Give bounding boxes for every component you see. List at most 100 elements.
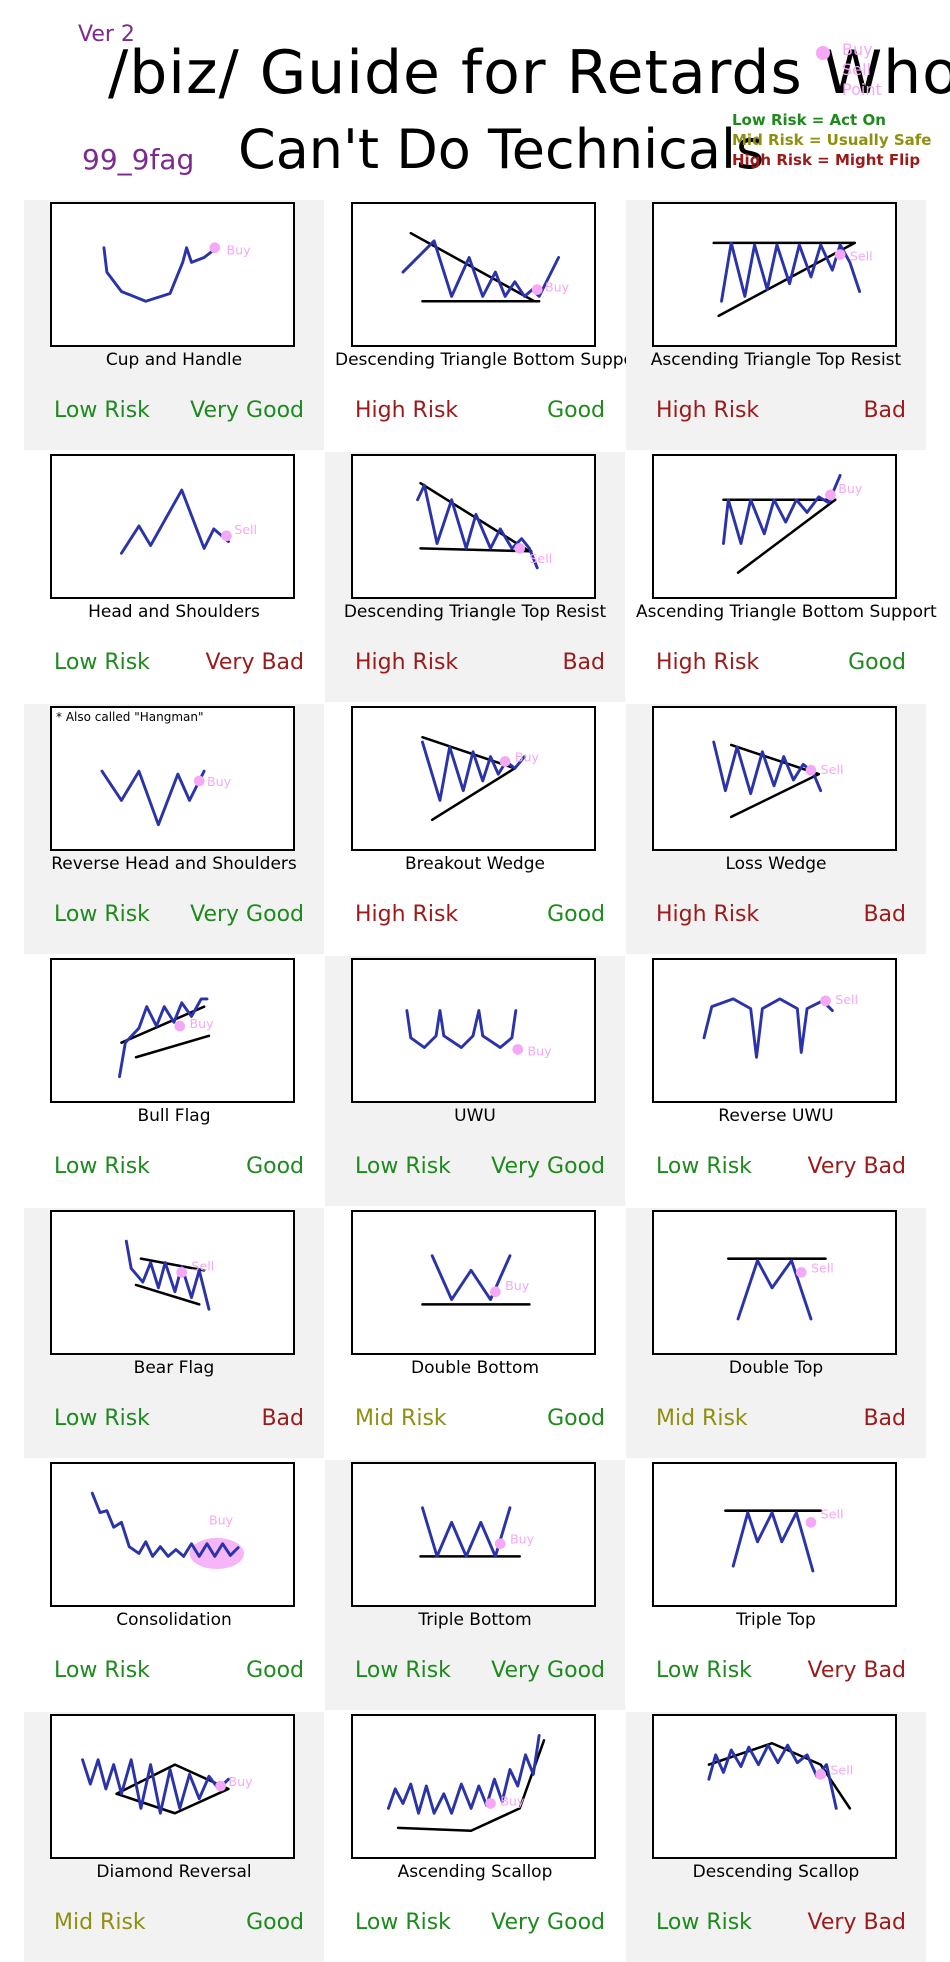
trend-line bbox=[419, 547, 533, 553]
signal-point-marker bbox=[193, 775, 205, 787]
pattern-name: Descending Triangle Bottom Support bbox=[335, 350, 648, 370]
verdict-label: Good bbox=[246, 1910, 304, 1935]
verdict-label: Good bbox=[547, 902, 605, 927]
pattern-card: Buy Descending Triangle Bottom Support Hig… bbox=[325, 200, 648, 450]
signal-label: Sell bbox=[850, 248, 873, 263]
price-line bbox=[702, 997, 834, 1059]
signal-label: Buy bbox=[838, 481, 863, 496]
risk-label: High Risk bbox=[355, 650, 459, 675]
verdict-label: Bad bbox=[863, 902, 906, 927]
pattern-diagram: Buy bbox=[50, 202, 295, 347]
verdict-label: Good bbox=[547, 398, 605, 423]
pattern-card: Buy Double Bottom Mid Risk Good bbox=[325, 1208, 625, 1458]
risk-label: Low Risk bbox=[656, 1658, 752, 1683]
price-line bbox=[119, 488, 230, 555]
risk-label: Low Risk bbox=[355, 1910, 451, 1935]
pattern-name: Consolidation bbox=[116, 1610, 232, 1630]
pattern-chart: Sell bbox=[712, 740, 843, 819]
pattern-card: Sell Loss Wedge High Risk Bad bbox=[626, 704, 926, 954]
pattern-chart: Buy bbox=[419, 1506, 535, 1558]
pattern-chart: Buy bbox=[100, 769, 232, 827]
pattern-row: Sell Head and Shoulders Low Risk Very Bad Se… bbox=[24, 452, 937, 702]
price-line bbox=[386, 1733, 541, 1815]
pattern-chart: Sell bbox=[702, 992, 858, 1059]
signal-point-marker bbox=[815, 1768, 827, 1780]
pattern-diagram: Buy bbox=[50, 1714, 295, 1859]
pattern-card: Sell Head and Shoulders Low Risk Very Bad bbox=[24, 452, 324, 702]
pattern-chart: Sell bbox=[727, 1257, 834, 1321]
pattern-diagram: Sell bbox=[652, 1210, 897, 1355]
pattern-name: Ascending Triangle Top Resist bbox=[650, 350, 902, 370]
price-line bbox=[405, 1009, 518, 1049]
pattern-card: Sell Reverse UWU Low Risk Very Bad bbox=[626, 956, 926, 1206]
signal-point-marker bbox=[512, 1044, 524, 1055]
pattern-diagram: Sell bbox=[50, 454, 295, 599]
version-label: Ver 2 bbox=[78, 22, 135, 47]
price-line bbox=[731, 1511, 815, 1573]
pattern-name: Diamond Reversal bbox=[96, 1862, 252, 1882]
pattern-name: Double Bottom bbox=[411, 1358, 539, 1378]
pattern-name: Triple Top bbox=[736, 1610, 816, 1630]
pattern-diagram: Buy bbox=[351, 1462, 596, 1607]
pattern-diagram: Sell bbox=[652, 706, 897, 851]
signal-point-marker bbox=[499, 756, 511, 767]
signal-label: Sell bbox=[811, 1260, 834, 1275]
risk-legend-high: High Risk = Might Flip bbox=[732, 151, 921, 169]
pattern-name: Double Top bbox=[728, 1358, 824, 1378]
pattern-card: Buy * Also called "Hangman" Reverse Head a… bbox=[24, 704, 324, 954]
pattern-row: Buy Bull Flag Low Risk Good Buy UWU Low Risk Ve… bbox=[24, 956, 926, 1206]
signal-point-marker bbox=[176, 1266, 188, 1278]
pattern-chart: Buy bbox=[420, 735, 539, 822]
pattern-name: Triple Bottom bbox=[418, 1610, 532, 1630]
pattern-chart: Buy bbox=[721, 473, 863, 574]
pattern-diagram: Sell bbox=[652, 202, 897, 347]
risk-label: Low Risk bbox=[54, 398, 150, 423]
trend-line bbox=[115, 1763, 230, 1815]
verdict-label: Very Good bbox=[190, 398, 304, 423]
pattern-card: Buy Consolidation Low Risk Good bbox=[24, 1460, 324, 1710]
verdict-label: Bad bbox=[863, 398, 906, 423]
pattern-chart: Sell bbox=[712, 241, 873, 318]
signal-label: Buy bbox=[228, 1774, 253, 1789]
point-legend-point: Point bbox=[842, 80, 882, 99]
price-line bbox=[420, 1506, 512, 1558]
pattern-diagram: Sell bbox=[50, 1210, 295, 1355]
signal-point-marker bbox=[215, 1780, 226, 1792]
signal-point-marker bbox=[825, 489, 836, 501]
pattern-diagram: Sell bbox=[652, 1714, 897, 1859]
risk-legend-mid: Mid Risk = Usually Safe bbox=[732, 131, 932, 149]
point-legend-buy: Buy bbox=[842, 40, 873, 59]
risk-label: Low Risk bbox=[54, 902, 150, 927]
pattern-chart: Sell bbox=[124, 1239, 214, 1311]
trend-line bbox=[729, 772, 821, 819]
risk-legend-low: Low Risk = Act On bbox=[732, 111, 886, 129]
pattern-card: Sell Ascending Triangle Top Resist High Ri… bbox=[626, 200, 926, 450]
trend-line bbox=[139, 1257, 206, 1272]
verdict-label: Bad bbox=[261, 1406, 304, 1431]
risk-label: Mid Risk bbox=[355, 1406, 447, 1431]
pattern-note: * Also called "Hangman" bbox=[56, 710, 204, 724]
signal-label: Buy bbox=[207, 774, 232, 789]
page-title-line1: /biz/ Guide for Retards Who bbox=[108, 38, 950, 108]
pattern-row: Buy Cup and Handle Low Risk Very Good Buy Des… bbox=[24, 200, 926, 450]
pattern-card: Buy Triple Bottom Low Risk Very Good bbox=[325, 1460, 625, 1710]
pattern-card: Sell Bear Flag Low Risk Bad bbox=[24, 1208, 324, 1458]
pattern-card: Buy UWU Low Risk Very Good bbox=[325, 956, 625, 1206]
trend-line bbox=[736, 498, 837, 574]
pattern-name: Head and Shoulders bbox=[88, 602, 260, 622]
pattern-chart: Sell bbox=[724, 1506, 843, 1573]
pattern-chart: Buy bbox=[81, 1758, 253, 1815]
pattern-row: Sell Bear Flag Low Risk Bad Buy Double Bottom… bbox=[24, 1208, 926, 1458]
price-line bbox=[100, 769, 206, 827]
signal-label: Buy bbox=[500, 1793, 525, 1808]
pattern-row: Buy Diamond Reversal Mid Risk Good Buy Ascend… bbox=[24, 1712, 926, 1962]
signal-point-marker bbox=[490, 1286, 501, 1298]
pattern-diagram: Buy bbox=[351, 958, 596, 1103]
signal-point-marker bbox=[805, 764, 817, 776]
signal-label: Buy bbox=[505, 1278, 530, 1293]
pattern-row: Buy * Also called "Hangman" Reverse Head a… bbox=[24, 704, 926, 954]
pattern-diagram: Buy bbox=[351, 1210, 596, 1355]
risk-label: High Risk bbox=[355, 398, 459, 423]
signal-point-marker bbox=[494, 1538, 506, 1550]
signal-point-marker bbox=[485, 1798, 496, 1809]
